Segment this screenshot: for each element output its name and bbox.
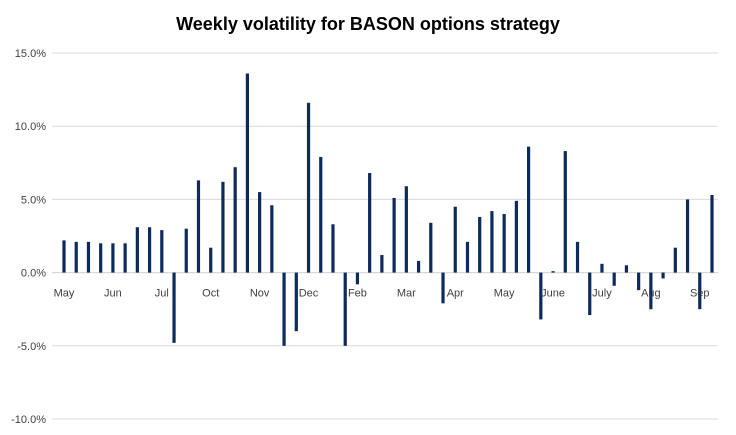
bar [343,272,347,346]
y-axis-ticks: 15.0% 10.0% 5.0% 0.0% -5.0% -10.0% [11,48,46,426]
bar [62,240,66,273]
x-tick-label: May [54,288,75,300]
bar [282,272,286,346]
bar [429,222,433,273]
bar [685,199,690,273]
bar [111,243,115,273]
bar [539,272,543,320]
bar [490,211,494,273]
bar [209,247,213,273]
bar [637,272,641,291]
y-tick-label: -10.0% [11,414,46,426]
x-tick-label: Jul [155,288,169,300]
x-tick-label: July [592,288,612,300]
grid [52,52,718,420]
x-tick-label: Jun [104,288,122,300]
bar [502,214,506,273]
bar [453,206,457,273]
bar [99,243,103,273]
bar [392,197,396,273]
bar [123,243,127,273]
x-tick-label: Oct [202,288,219,300]
x-tick-label: Sep [690,288,710,300]
bar [380,255,384,273]
bar [661,272,665,279]
bar [306,102,311,273]
bar [673,247,677,273]
bar [575,241,580,273]
bar [441,272,445,304]
bar [172,272,176,343]
bar [147,227,152,273]
bar [196,180,201,273]
y-tick-label: -5.0% [17,341,46,353]
x-tick-label: May [494,288,515,300]
bars [62,73,714,346]
x-axis-month-labels: May Jun Jul Oct Nov Dec Feb Mar Apr May June July Au… [54,288,710,300]
bar [331,224,335,273]
bar [698,272,702,310]
bar [478,216,482,273]
bar [465,241,470,273]
x-tick-label: Mar [397,288,416,300]
bar [649,272,653,310]
x-tick-label: Apr [447,288,464,300]
y-tick-label: 0.0% [21,268,46,280]
x-tick-label: June [541,288,565,300]
y-tick-label: 5.0% [21,194,46,206]
bar [258,192,262,273]
bar [404,186,408,273]
x-tick-label: Nov [250,288,270,300]
bar [184,228,188,273]
bar [368,173,372,273]
bar [74,241,78,273]
bar [245,73,249,273]
bar [270,205,274,273]
bar [135,227,139,273]
bar [527,146,531,273]
bar [710,195,714,273]
x-tick-label: Dec [299,288,319,300]
chart-title: Weekly volatility for BASON options stra… [176,14,560,34]
bar [319,156,323,273]
x-tick-label: Aug [641,288,661,300]
bar [416,260,421,273]
bar [612,272,616,286]
bar [588,272,592,316]
bar [233,167,237,273]
bar [355,272,360,285]
x-tick-label: Feb [348,288,367,300]
bar [563,151,567,273]
bar [551,271,555,273]
y-tick-label: 10.0% [15,121,46,133]
bar [514,200,518,273]
bar [160,230,164,273]
bar [294,272,298,332]
y-tick-label: 15.0% [15,48,46,60]
bar [221,181,225,273]
bar [86,241,91,273]
bar [624,265,629,273]
bar [600,263,604,273]
